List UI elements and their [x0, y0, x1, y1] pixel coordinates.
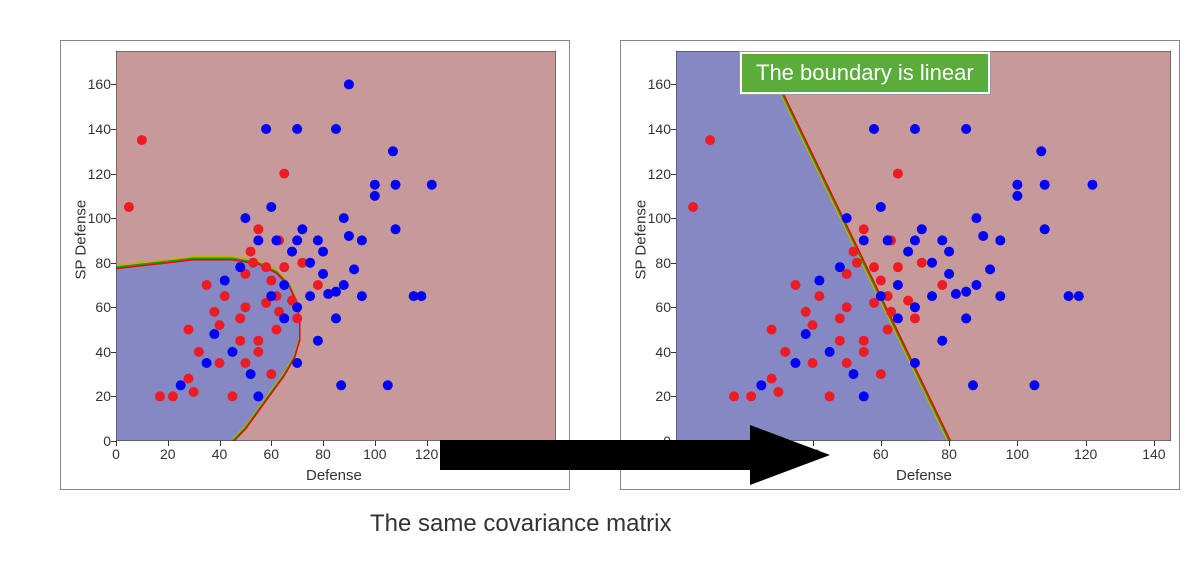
x-tick: 100: [1002, 446, 1032, 462]
y-tick: 100: [641, 210, 671, 226]
y-tick: 60: [81, 299, 111, 315]
x-tick: 80: [308, 446, 338, 462]
x-tick: 60: [866, 446, 896, 462]
left-plot-area: [116, 51, 556, 441]
x-tick: 120: [1071, 446, 1101, 462]
x-tick: 20: [153, 446, 183, 462]
y-tick: 160: [81, 76, 111, 92]
y-tick: 20: [81, 388, 111, 404]
y-tick: 40: [641, 344, 671, 360]
y-tick: 60: [641, 299, 671, 315]
y-tick: 140: [641, 121, 671, 137]
x-axis-label-right: Defense: [896, 467, 952, 484]
y-tick: 80: [81, 255, 111, 271]
x-axis-label-left: Defense: [306, 467, 362, 484]
callout-linear-boundary: The boundary is linear: [740, 52, 990, 94]
y-tick: 100: [81, 210, 111, 226]
y-tick: 80: [641, 255, 671, 271]
x-tick: 40: [205, 446, 235, 462]
x-tick: 80: [934, 446, 964, 462]
y-tick: 120: [81, 166, 111, 182]
y-tick: 140: [81, 121, 111, 137]
caption: The same covariance matrix: [370, 510, 671, 538]
x-tick: 120: [412, 446, 442, 462]
right-plot-area: [676, 51, 1171, 441]
y-tick: 120: [641, 166, 671, 182]
arrow: [440, 420, 840, 505]
x-tick: 100: [360, 446, 390, 462]
x-tick: 140: [1139, 446, 1169, 462]
y-tick: 40: [81, 344, 111, 360]
x-tick: 0: [101, 446, 131, 462]
y-tick: 20: [641, 388, 671, 404]
x-tick: 60: [256, 446, 286, 462]
y-tick: 160: [641, 76, 671, 92]
